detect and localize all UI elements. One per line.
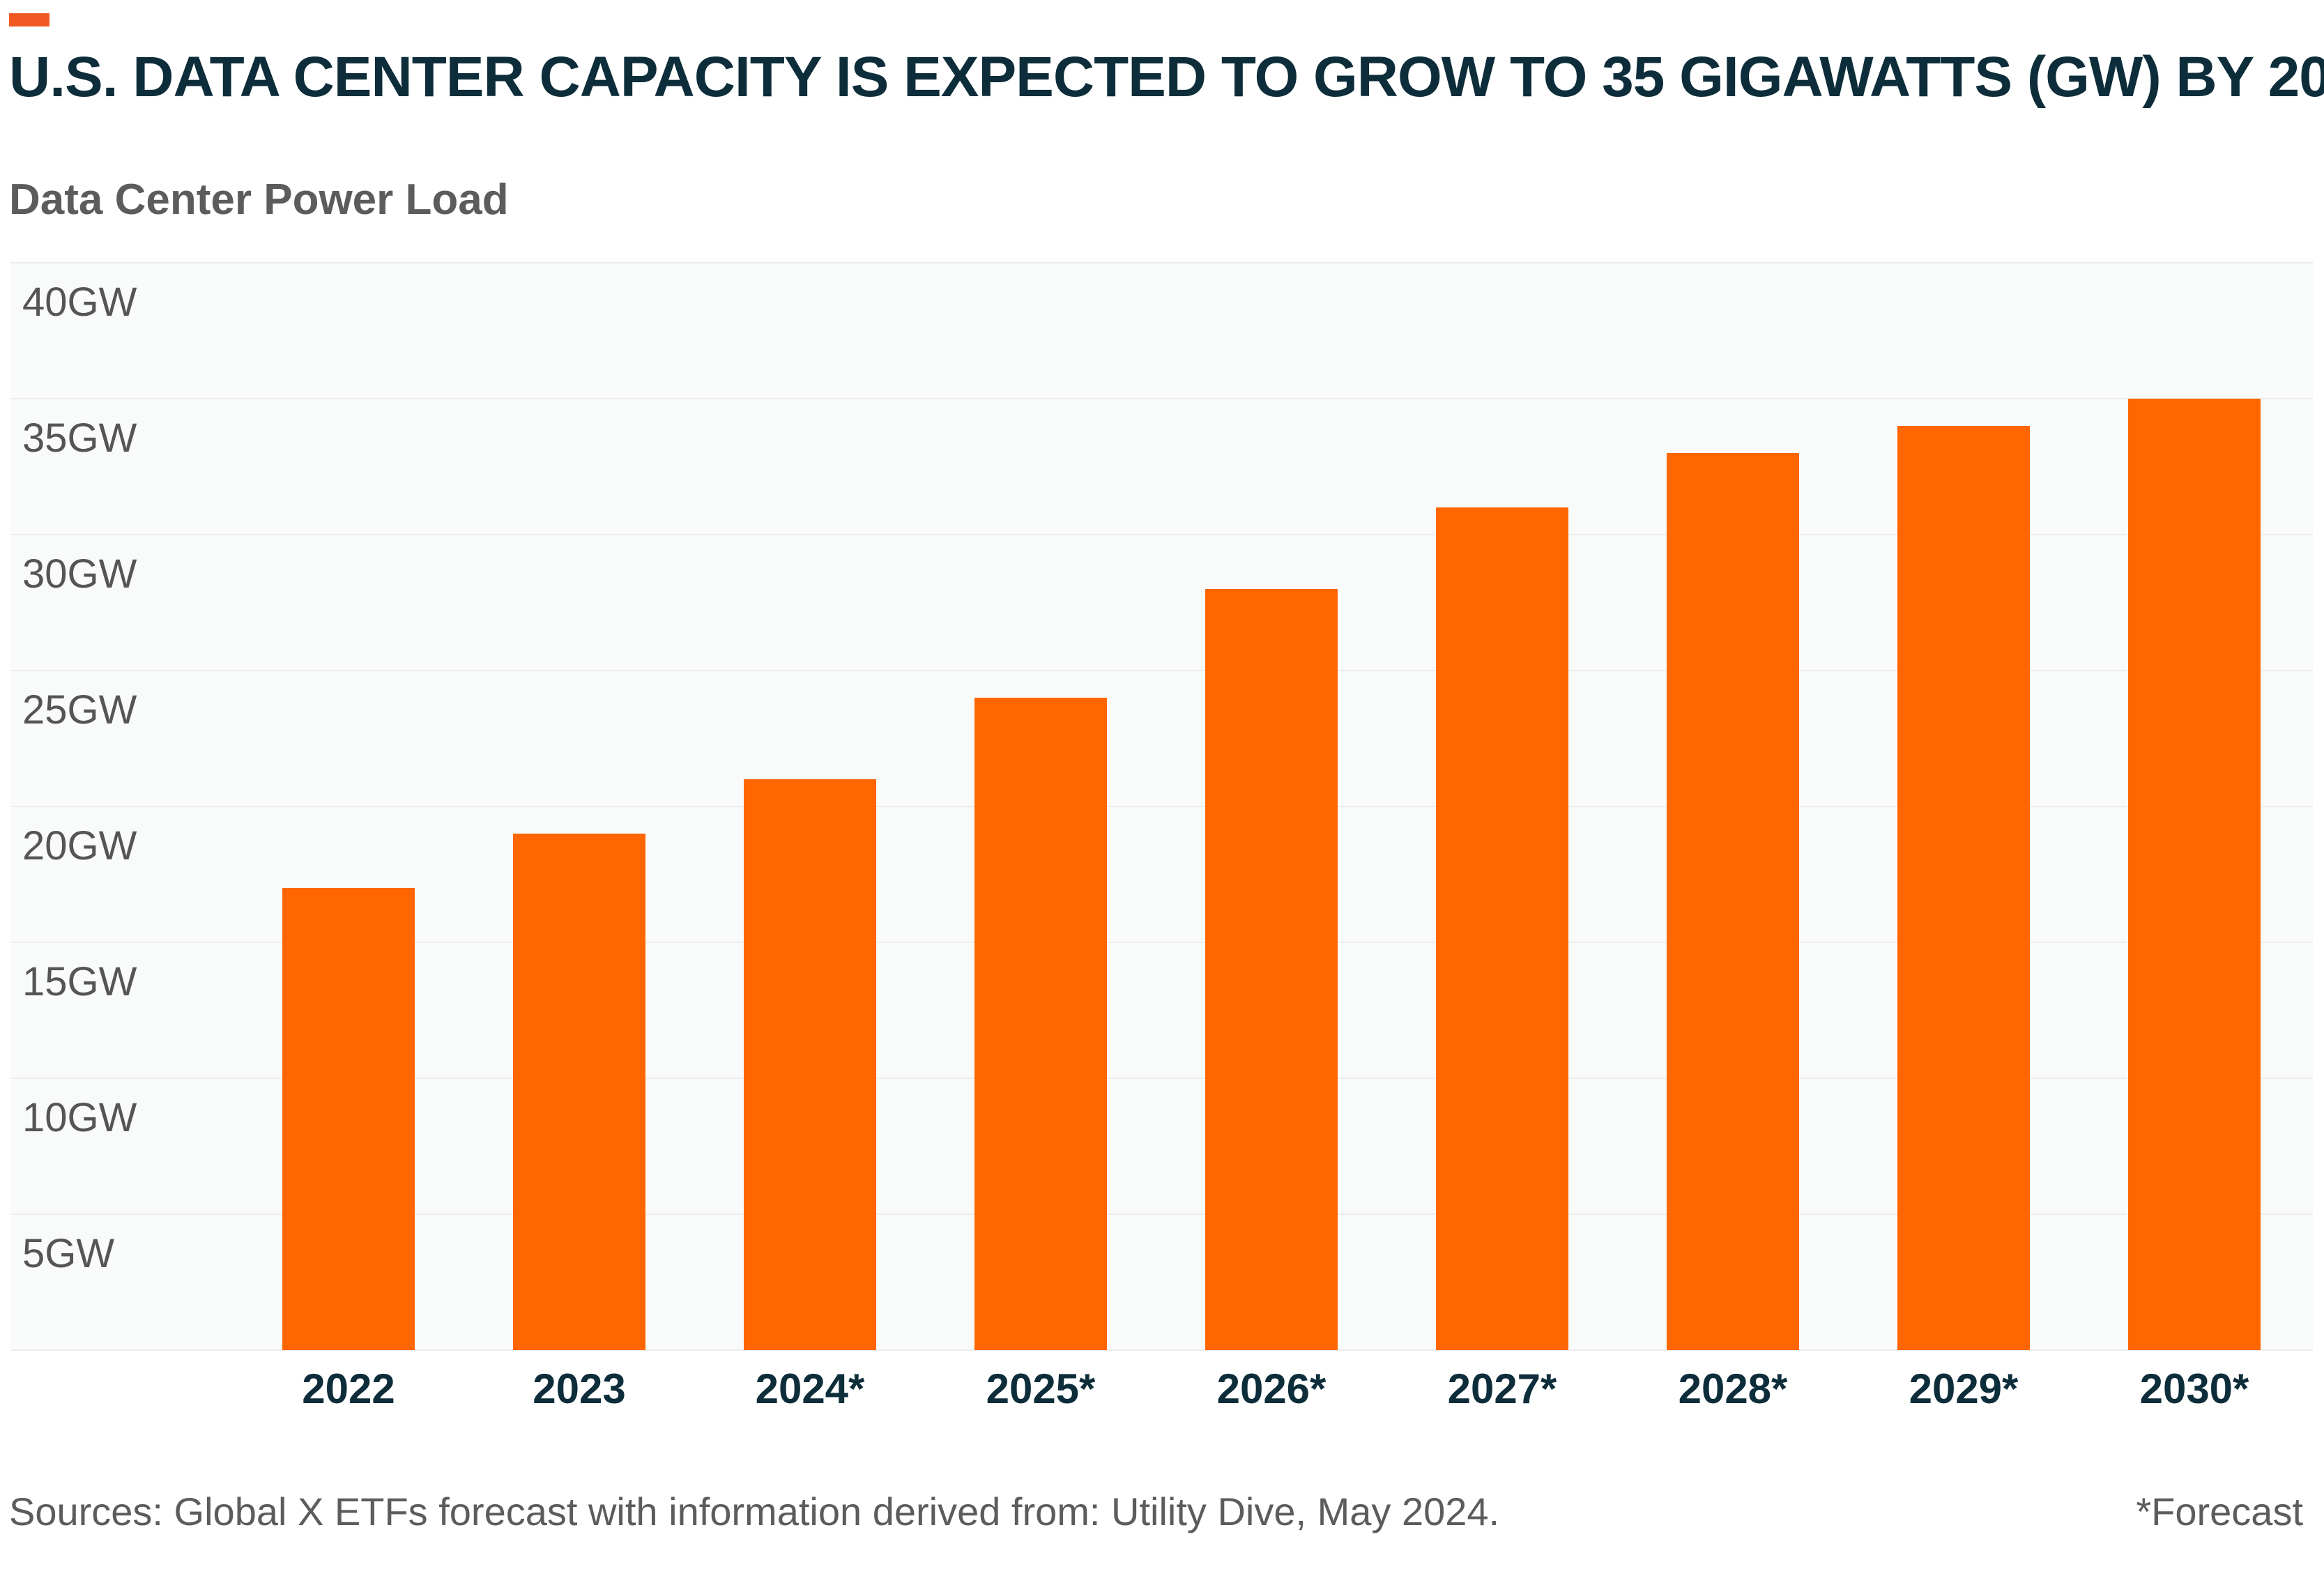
x-tick-label: 2030* (2140, 1365, 2249, 1412)
y-tick-label: 35GW (22, 415, 137, 461)
x-tick-label: 2022 (302, 1365, 395, 1412)
accent-bar (9, 13, 49, 26)
chart-subtitle: Data Center Power Load (9, 176, 509, 224)
bar-2026 (1205, 589, 1338, 1350)
forecast-note: *Forecast (2136, 1490, 2303, 1533)
bar-2028 (1667, 453, 1799, 1350)
y-tick-label: 15GW (22, 959, 137, 1004)
y-tick-label: 30GW (22, 551, 137, 597)
bar-2024 (744, 779, 876, 1350)
bar-2030 (2128, 399, 2261, 1350)
bar-2029 (1897, 426, 2030, 1350)
x-tick-label: 2026* (1217, 1365, 1327, 1412)
x-tick-label: 2025* (986, 1365, 1096, 1412)
bar-2025 (974, 698, 1107, 1350)
y-tick-label: 20GW (22, 823, 137, 868)
x-tick-label: 2027* (1448, 1365, 1557, 1412)
y-tick-label: 25GW (22, 687, 137, 733)
x-tick-label: 2023 (533, 1365, 625, 1412)
bar-2027 (1436, 507, 1568, 1350)
bar-2022 (282, 888, 415, 1350)
x-tick-label: 2029* (1909, 1365, 2019, 1412)
bar-2023 (513, 834, 645, 1350)
y-tick-label: 10GW (22, 1095, 137, 1140)
x-tick-label: 2028* (1679, 1365, 1788, 1412)
y-tick-label: 40GW (22, 280, 137, 325)
chart-title: U.S. DATA CENTER CAPACITY IS EXPECTED TO… (9, 45, 2324, 109)
source-note: Sources: Global X ETFs forecast with inf… (9, 1490, 1500, 1533)
y-tick-label: 5GW (22, 1231, 114, 1276)
x-tick-label: 2024* (756, 1365, 865, 1412)
